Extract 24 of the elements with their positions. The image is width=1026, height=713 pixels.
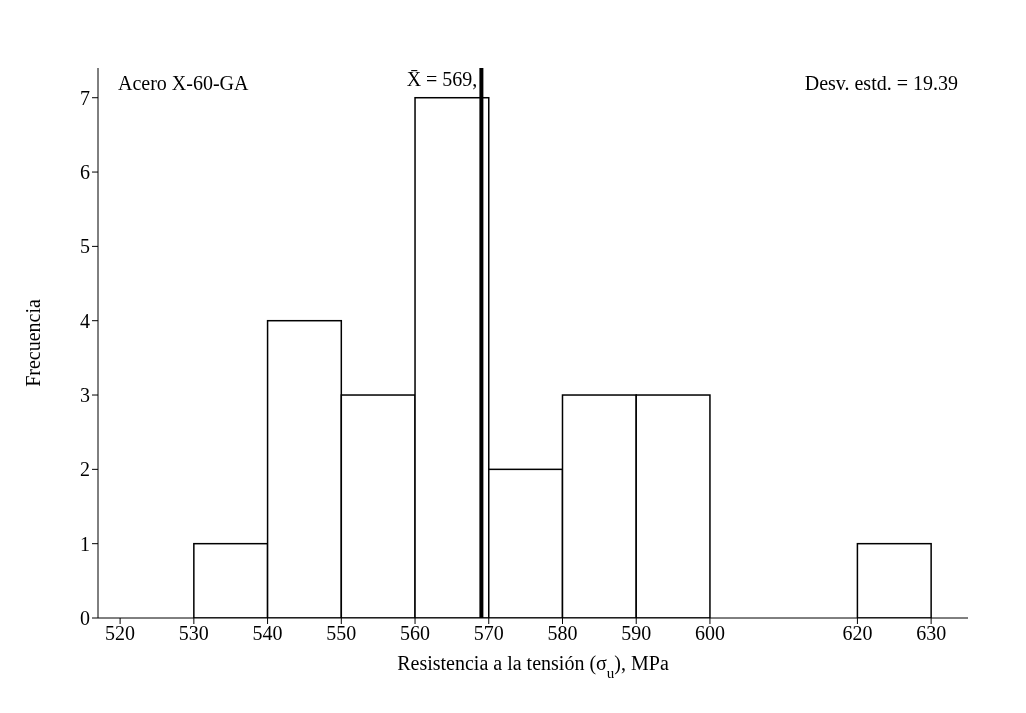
x-tick-label: 620 bbox=[842, 622, 873, 645]
x-axis-title: Resistencia a la tensión (σ$_{u}$), MPa bbox=[397, 652, 669, 681]
x-tick-label: 570 bbox=[473, 622, 504, 645]
x-tick-label: 600 bbox=[694, 622, 725, 645]
y-tick-label: 7 bbox=[80, 86, 90, 109]
x-tick-label: 630 bbox=[916, 622, 947, 645]
x-tick-label: 550 bbox=[326, 622, 357, 645]
y-tick-label: 1 bbox=[80, 532, 90, 555]
y-tick-label: 4 bbox=[80, 309, 90, 332]
x-tick-label: 560 bbox=[400, 622, 431, 645]
y-tick-label: 3 bbox=[80, 384, 90, 407]
x-tick-label: 540 bbox=[252, 622, 283, 645]
annotation: Desv. estd. = 19.39 bbox=[804, 72, 958, 95]
annotation: Acero X-60-GA bbox=[118, 72, 249, 95]
x-tick-label: 530 bbox=[178, 622, 209, 645]
ref-line-label: X̄ = 569, bbox=[406, 68, 478, 91]
y-tick-label: 5 bbox=[80, 235, 90, 258]
x-tick-label: 520 bbox=[105, 622, 136, 645]
x-tick-label: 590 bbox=[621, 622, 652, 645]
y-tick-label: 6 bbox=[80, 161, 90, 184]
y-tick-label: 0 bbox=[80, 607, 90, 630]
y-tick-label: 2 bbox=[80, 458, 90, 481]
x-tick-label: 580 bbox=[547, 622, 578, 645]
y-axis-title: Frecuencia bbox=[22, 299, 45, 387]
